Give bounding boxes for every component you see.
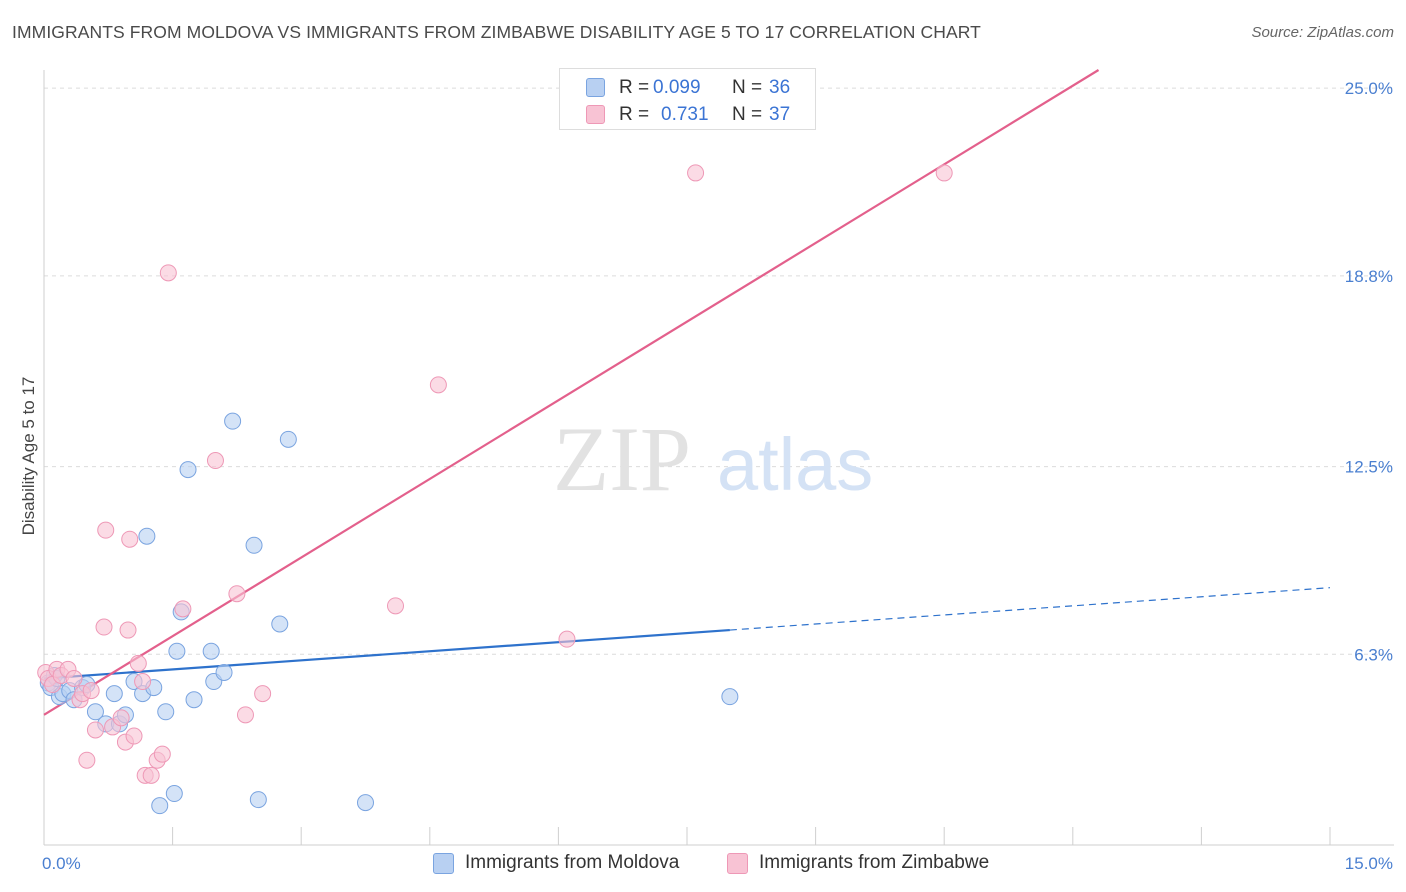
bottom-legend-label-zimbabwe: Immigrants from Zimbabwe — [759, 852, 990, 873]
legend-r-label: R = — [619, 77, 650, 98]
data-point-moldova — [249, 791, 267, 809]
data-point-zimbabwe — [112, 709, 130, 727]
trend-lines — [43, 69, 1331, 716]
legend-swatch-moldova — [586, 78, 605, 97]
data-point-moldova — [168, 642, 186, 660]
y-tick-label: 18.8% — [1345, 267, 1393, 286]
correlation-legend: R = 0.099 N = 36 R = 0.731 N = 37 — [559, 68, 816, 130]
data-point-zimbabwe — [159, 264, 177, 282]
axes — [43, 70, 1394, 846]
data-point-moldova — [179, 461, 197, 479]
y-tick-label: 6.3% — [1354, 645, 1393, 664]
data-point-zimbabwe — [387, 597, 405, 615]
data-point-moldova — [215, 663, 233, 681]
bottom-legend-swatch-moldova — [433, 853, 454, 874]
data-point-moldova — [279, 430, 297, 448]
y-axis-label: Disability Age 5 to 17 — [19, 377, 38, 536]
data-point-zimbabwe — [142, 766, 160, 784]
watermark-atlas: atlas — [717, 423, 873, 506]
data-point-zimbabwe — [254, 685, 272, 703]
data-point-moldova — [86, 703, 104, 721]
data-point-moldova — [151, 797, 169, 815]
data-point-zimbabwe — [86, 721, 104, 739]
data-point-zimbabwe — [119, 621, 137, 639]
source-label: Source: ZipAtlas.com — [1251, 24, 1394, 41]
bottom-legend-label-moldova: Immigrants from Moldova — [465, 852, 680, 873]
trend-line-moldova-extension — [729, 587, 1331, 631]
y-tick-label: 12.5% — [1345, 458, 1393, 477]
data-point-moldova — [721, 688, 739, 706]
watermark-zip: ZIP — [553, 408, 691, 510]
data-point-zimbabwe — [95, 618, 113, 636]
data-point-moldova — [105, 685, 123, 703]
data-point-zimbabwe — [121, 530, 139, 548]
data-point-moldova — [224, 412, 242, 430]
data-point-moldova — [165, 785, 183, 803]
data-point-zimbabwe — [558, 630, 576, 648]
data-point-zimbabwe — [82, 682, 100, 700]
x-tick-labels: 0.0% 15.0% — [42, 854, 1393, 873]
data-point-moldova — [271, 615, 289, 633]
legend-r-value-moldova: 0.099 — [653, 77, 701, 98]
data-point-zimbabwe — [236, 706, 254, 724]
data-point-zimbabwe — [429, 376, 447, 394]
data-point-zimbabwe — [65, 669, 83, 687]
watermark: ZIP atlas — [553, 408, 873, 510]
data-point-zimbabwe — [687, 164, 705, 182]
x-tick-label: 15.0% — [1345, 854, 1393, 873]
data-point-moldova — [202, 642, 220, 660]
y-tick-label: 25.0% — [1345, 79, 1393, 98]
data-point-moldova — [357, 794, 374, 812]
data-point-moldova — [157, 703, 175, 721]
chart-title: IMMIGRANTS FROM MOLDOVA VS IMMIGRANTS FR… — [12, 22, 981, 42]
data-point-zimbabwe — [97, 521, 115, 539]
legend-r-label: R = — [619, 104, 650, 125]
data-point-zimbabwe — [174, 600, 192, 618]
legend-n-value-zimbabwe: 37 — [769, 104, 791, 125]
data-point-zimbabwe — [935, 164, 953, 182]
data-point-zimbabwe — [78, 751, 96, 769]
legend-n-value-moldova: 36 — [769, 77, 791, 98]
trend-line-moldova — [43, 628, 730, 680]
data-point-zimbabwe — [134, 673, 152, 691]
data-points — [37, 164, 953, 815]
data-point-zimbabwe — [125, 727, 143, 745]
grid-lines — [44, 87, 1394, 655]
trend-line-zimbabwe — [43, 69, 1100, 716]
y-tick-labels: 6.3% 12.5% 18.8% 25.0% — [1345, 79, 1393, 664]
data-point-zimbabwe — [206, 452, 224, 470]
bottom-legend-swatch-zimbabwe — [727, 853, 748, 874]
data-point-moldova — [185, 691, 203, 709]
data-point-zimbabwe — [153, 745, 171, 763]
legend-n-label: N = — [732, 104, 763, 125]
legend-n-label: N = — [732, 77, 763, 98]
x-tick-label: 0.0% — [42, 854, 81, 873]
data-point-moldova — [245, 536, 263, 554]
legend-r-value-zimbabwe: 0.731 — [661, 104, 709, 125]
data-point-zimbabwe — [129, 654, 147, 672]
data-point-moldova — [138, 527, 156, 545]
data-point-zimbabwe — [228, 585, 246, 603]
legend-swatch-zimbabwe — [586, 105, 605, 124]
